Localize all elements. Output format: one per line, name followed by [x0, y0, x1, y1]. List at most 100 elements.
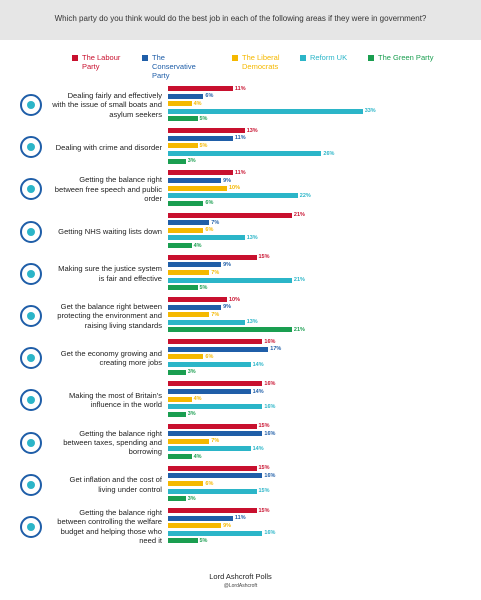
value-label: 7% — [211, 269, 220, 276]
bar — [168, 185, 227, 191]
bar — [168, 143, 198, 149]
icon — [18, 261, 44, 287]
value-label: 3% — [187, 158, 196, 165]
value-label: 6% — [205, 93, 214, 100]
bar — [168, 193, 298, 199]
category-label: Getting the balance right between contro… — [57, 508, 162, 546]
value-label: 16% — [264, 338, 276, 345]
bar — [168, 389, 251, 394]
bar — [168, 235, 245, 241]
icon — [18, 219, 44, 245]
value-label: 6% — [205, 200, 214, 207]
legend-label: The Labour Party — [82, 53, 121, 71]
bar — [168, 158, 186, 164]
bar — [168, 515, 233, 521]
value-label: 9% — [223, 177, 232, 184]
value-label: 33% — [364, 108, 376, 115]
value-label: 7% — [211, 311, 220, 318]
bar — [168, 277, 292, 283]
icon — [18, 472, 44, 498]
bar — [168, 454, 192, 459]
bar — [168, 446, 251, 452]
value-label: 10% — [229, 296, 241, 303]
bar — [168, 178, 222, 183]
value-label: 9% — [223, 522, 232, 529]
icon — [18, 176, 44, 202]
bar — [168, 496, 186, 502]
bar — [168, 135, 233, 141]
category-label: Getting NHS waiting lists down — [58, 227, 162, 237]
bar — [168, 312, 210, 318]
bar — [168, 481, 204, 486]
value-label: 5% — [199, 284, 208, 291]
legend-label: The Conservative Party — [152, 53, 196, 80]
bar — [168, 411, 186, 417]
bar — [168, 431, 263, 437]
value-label: 7% — [211, 219, 220, 226]
value-label: 22% — [299, 192, 311, 199]
legend-label: The Liberal Democrats — [242, 53, 280, 71]
legend-label: The Green Party — [378, 53, 434, 62]
category-label: Get the balance right between protecting… — [57, 302, 162, 330]
value-label: 7% — [211, 438, 220, 445]
bar — [168, 128, 245, 134]
value-label: 15% — [258, 423, 270, 430]
bar — [168, 262, 222, 268]
value-label: 16% — [264, 472, 276, 479]
bar — [168, 438, 210, 444]
bar — [168, 304, 222, 310]
value-label: 11% — [234, 169, 246, 176]
legend-swatch — [142, 55, 148, 61]
category-label: Making the most of Britain's influence i… — [68, 390, 162, 410]
bar — [168, 423, 257, 429]
legend-label: Reform UK — [310, 53, 348, 62]
category-label: Making sure the justice system is fair a… — [58, 264, 162, 283]
bar — [168, 86, 233, 91]
bar — [168, 243, 192, 248]
icon — [18, 345, 44, 371]
bar — [168, 297, 227, 302]
bar — [168, 530, 263, 536]
bar — [168, 538, 198, 544]
header-band — [0, 0, 481, 40]
value-label: 26% — [323, 150, 335, 157]
bar — [168, 116, 198, 122]
category-label: Get the economy growing and creating mor… — [60, 348, 162, 368]
source: Lord Ashcroft Polls — [209, 572, 272, 581]
value-label: 9% — [223, 304, 232, 311]
bar — [168, 220, 210, 226]
value-label: 13% — [246, 234, 258, 241]
bar — [168, 523, 222, 529]
value-label: 14% — [252, 388, 264, 395]
value-label: 9% — [223, 261, 232, 268]
value-label: 15% — [258, 488, 270, 495]
value-label: 15% — [258, 507, 270, 514]
bar — [168, 93, 204, 99]
bar — [168, 339, 263, 345]
bar — [168, 465, 257, 471]
value-label: 6% — [205, 480, 214, 487]
bar — [168, 200, 204, 206]
value-label: 5% — [199, 142, 208, 149]
handle: @LordAshcroft — [223, 583, 258, 589]
icon — [18, 387, 44, 413]
value-label: 16% — [264, 530, 276, 537]
value-label: 17% — [270, 346, 282, 353]
value-label: 4% — [193, 396, 202, 403]
value-label: 21% — [293, 277, 305, 284]
legend-swatch — [368, 55, 374, 61]
value-label: 3% — [187, 369, 196, 376]
value-label: 11% — [234, 135, 246, 142]
bar — [168, 270, 210, 275]
value-label: 3% — [187, 495, 196, 502]
icon — [18, 92, 44, 118]
legend-swatch — [72, 55, 78, 61]
value-label: 15% — [258, 254, 270, 261]
category-label: Getting the balance right between free s… — [54, 175, 162, 204]
value-label: 4% — [193, 100, 202, 107]
bar — [168, 227, 204, 233]
value-label: 5% — [199, 537, 208, 544]
chart-title: Which party do you think would do the be… — [54, 14, 427, 23]
bar — [168, 212, 292, 218]
